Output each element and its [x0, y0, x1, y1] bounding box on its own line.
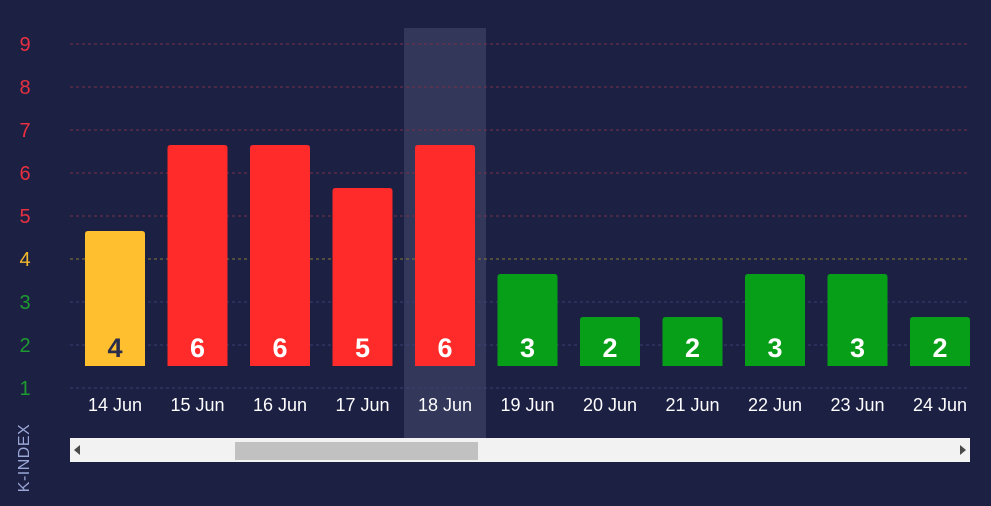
x-tick-label: 14 Jun: [88, 395, 142, 415]
x-tick-label: 15 Jun: [170, 395, 224, 415]
x-tick-label: 18 Jun: [418, 395, 472, 415]
bar: [662, 317, 723, 366]
y-axis-title: K-INDEX: [16, 423, 33, 493]
bar-value-label: 2: [932, 333, 947, 363]
k-index-chart: 1 2 3 4 5 6 7 8 9 4 14 Jun 6 15 Jun 6 16 Jun 5 17 Jun 6 18…: [19, 28, 970, 438]
y-tick-label: 9: [19, 34, 30, 56]
x-tick-label: 16 Jun: [253, 395, 307, 415]
x-tick-label: 17 Jun: [335, 395, 389, 415]
bar: [827, 274, 888, 366]
bar-value-label: 4: [107, 333, 122, 363]
bar-value-label: 3: [850, 333, 865, 363]
bar: [250, 145, 310, 366]
y-tick-label: 3: [19, 292, 30, 314]
x-tick-label: 20 Jun: [583, 395, 637, 415]
horizontal-scrollbar[interactable]: [70, 438, 970, 462]
y-tick-label: 4: [19, 249, 30, 271]
bar: [745, 274, 805, 366]
bar-value-label: 3: [767, 333, 782, 363]
scrollbar-thumb[interactable]: [234, 442, 478, 460]
x-tick-label: 24 Jun: [913, 395, 967, 415]
bar-value-label: 6: [190, 333, 205, 363]
y-tick-label: 1: [19, 378, 30, 400]
arrow-right-icon: [960, 445, 966, 455]
bar: [415, 145, 475, 366]
bar-value-label: 6: [272, 333, 287, 363]
x-tick-label: 19 Jun: [500, 395, 554, 415]
bar: [580, 317, 640, 366]
x-tick-label: 22 Jun: [748, 395, 802, 415]
y-tick-label: 8: [19, 77, 30, 99]
scroll-left-button[interactable]: [70, 438, 84, 462]
bar: [910, 317, 970, 366]
bar: [332, 188, 393, 366]
arrow-left-icon: [74, 445, 80, 455]
scroll-right-button[interactable]: [956, 438, 970, 462]
bar-value-label: 3: [520, 333, 535, 363]
bar-value-label: 2: [602, 333, 617, 363]
bar: [167, 145, 228, 366]
x-tick-label: 21 Jun: [665, 395, 719, 415]
y-tick-label: 2: [19, 335, 30, 357]
bar-value-label: 6: [437, 333, 452, 363]
y-tick-label: 7: [19, 120, 30, 142]
bar-value-label: 2: [685, 333, 700, 363]
bar-value-label: 5: [355, 333, 370, 363]
y-tick-label: 5: [19, 206, 30, 228]
y-tick-label: 6: [19, 163, 30, 185]
x-tick-label: 23 Jun: [830, 395, 884, 415]
bar: [497, 274, 558, 366]
bar: [85, 231, 145, 366]
